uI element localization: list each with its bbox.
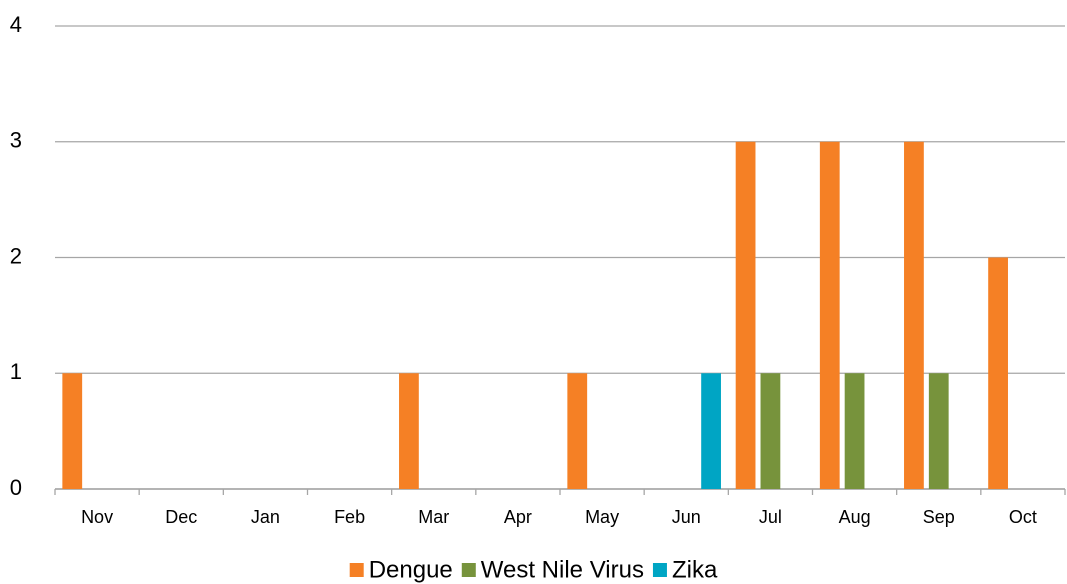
- x-tick-label: Nov: [81, 507, 113, 527]
- bar: [988, 257, 1008, 489]
- x-tick-label: Apr: [504, 507, 532, 527]
- x-tick-label: Mar: [418, 507, 449, 527]
- bar: [760, 373, 781, 489]
- bar: [399, 373, 419, 489]
- legend-label: Zika: [672, 556, 718, 583]
- x-tick-label: Jul: [759, 507, 782, 527]
- legend-swatch: [652, 563, 667, 577]
- bar: [701, 373, 721, 489]
- y-tick-label: 3: [10, 128, 22, 153]
- legend-swatch: [461, 563, 476, 577]
- x-tick-label: Dec: [165, 507, 197, 527]
- x-tick-label: Sep: [923, 507, 955, 527]
- y-tick-label: 1: [10, 359, 22, 384]
- x-tick-label: May: [585, 507, 619, 527]
- y-tick-label: 4: [10, 12, 22, 37]
- y-tick-label: 0: [10, 475, 22, 500]
- legend-label: Dengue: [369, 556, 453, 583]
- bar: [844, 373, 865, 489]
- legend-label: West Nile Virus: [481, 556, 644, 583]
- bar: [928, 373, 949, 489]
- x-tick-label: Oct: [1009, 507, 1037, 527]
- y-tick-label: 2: [10, 243, 22, 268]
- x-tick-label: Aug: [839, 507, 871, 527]
- bar: [819, 141, 840, 489]
- bar: [62, 373, 83, 489]
- x-tick-label: Feb: [334, 507, 365, 527]
- bar: [567, 373, 588, 489]
- x-tick-label: Jun: [672, 507, 701, 527]
- bar: [735, 141, 756, 489]
- legend-swatch: [349, 563, 364, 577]
- x-tick-label: Jan: [251, 507, 280, 527]
- bar: [904, 141, 924, 489]
